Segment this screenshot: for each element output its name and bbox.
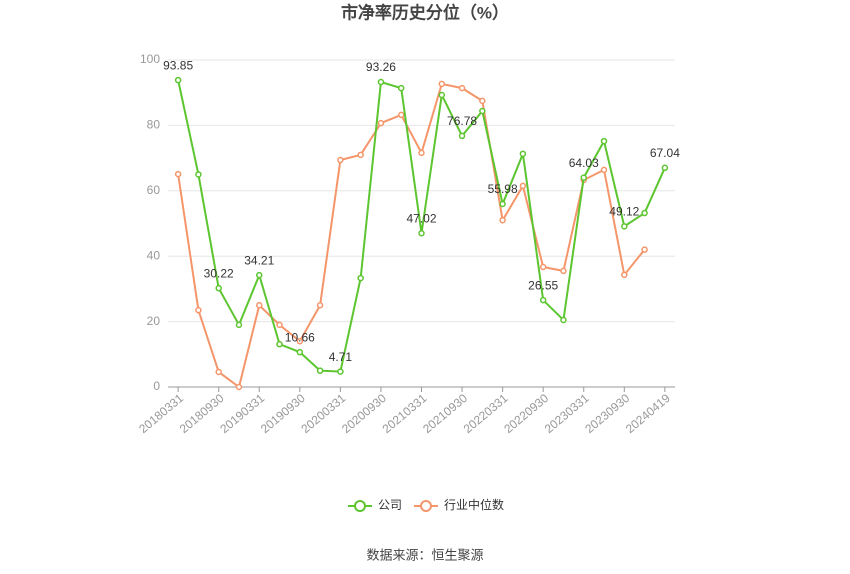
series-line [177, 79, 666, 373]
y-tick-label: 40 [147, 248, 161, 262]
legend-label: 行业中位数 [444, 497, 504, 512]
point [337, 156, 344, 164]
point [215, 284, 222, 292]
point [621, 223, 628, 230]
point [661, 164, 669, 172]
y-tick-label: 60 [147, 183, 161, 197]
point [174, 76, 182, 84]
series-line [177, 82, 646, 389]
point [499, 200, 506, 208]
data-label: 34.21 [244, 253, 274, 267]
data-label: 67.04 [650, 146, 680, 160]
point [316, 302, 324, 309]
data-label: 93.26 [366, 60, 396, 74]
data-label: 93.85 [163, 58, 193, 72]
data-label: 4.71 [329, 350, 353, 364]
data-label: 55.98 [488, 182, 518, 196]
point [316, 367, 324, 374]
point [357, 151, 364, 159]
data-label: 30.22 [204, 266, 234, 280]
point [418, 229, 425, 237]
chart-title: 市净率历史分位（%） [341, 2, 509, 22]
point [397, 111, 405, 119]
point [560, 267, 567, 275]
point [600, 166, 608, 174]
point [357, 274, 364, 282]
point [296, 337, 304, 345]
point [499, 216, 506, 224]
point [195, 306, 202, 314]
source: 数据来源：恒生聚源 [366, 547, 483, 562]
point [539, 296, 547, 304]
data-label: 47.02 [406, 211, 436, 225]
point [337, 368, 344, 375]
point [438, 80, 446, 88]
point [235, 383, 243, 391]
point [418, 149, 425, 157]
point [174, 170, 182, 178]
point [479, 97, 486, 105]
x-tick-label: 20240419 [623, 391, 673, 436]
point [519, 182, 527, 190]
y-tick-label: 100 [140, 52, 160, 66]
y-tick-label: 80 [147, 118, 161, 132]
point [458, 84, 466, 92]
legend-marker [354, 500, 366, 512]
y-tick-label: 0 [153, 379, 160, 393]
point [235, 321, 243, 329]
point [256, 271, 263, 279]
y-tick-label: 20 [147, 314, 161, 328]
point [560, 316, 567, 324]
point [256, 302, 263, 309]
data-label: 26.55 [528, 278, 558, 292]
point [276, 340, 283, 348]
point [600, 137, 608, 145]
point [276, 321, 283, 329]
point [438, 91, 446, 99]
data-label: 76.78 [447, 114, 477, 128]
point [580, 174, 587, 181]
data-label: 64.03 [569, 156, 599, 170]
data-label: 49.12 [609, 205, 639, 219]
point [397, 84, 405, 92]
point [641, 246, 648, 253]
point [296, 348, 304, 356]
point [641, 209, 648, 217]
point [539, 263, 547, 271]
point [479, 107, 486, 115]
point [519, 150, 527, 158]
point [195, 171, 202, 178]
legend-label: 公司 [378, 498, 402, 512]
legend-marker [420, 500, 432, 512]
point [215, 368, 222, 376]
point [377, 78, 385, 86]
data-label: 10.66 [285, 330, 315, 344]
point [621, 271, 628, 279]
point [377, 119, 385, 127]
point [458, 132, 466, 140]
